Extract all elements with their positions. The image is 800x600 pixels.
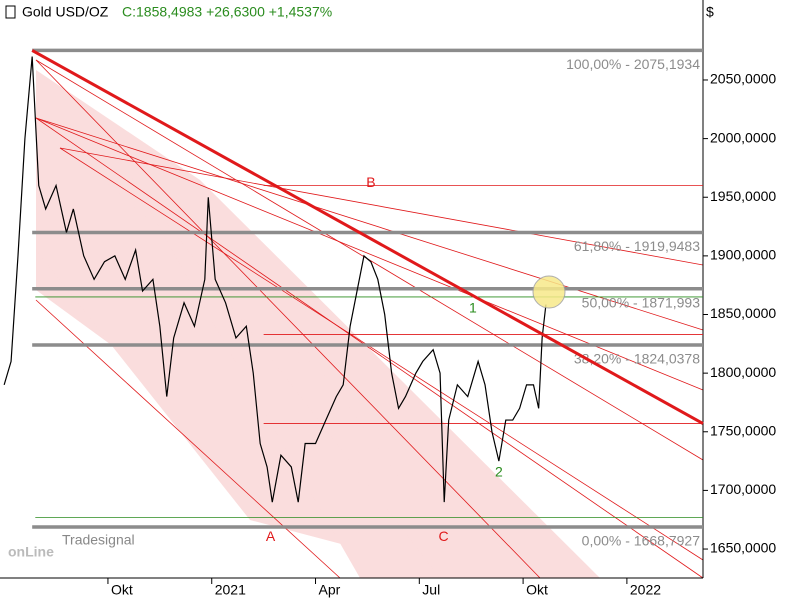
wave-label: A [266, 528, 276, 544]
chart-title: Gold USD/OZ [22, 4, 109, 20]
channel [130, 175, 440, 578]
logo-brand: Tradesignal [62, 532, 135, 548]
wave-label: C [438, 528, 448, 544]
wave-label: B [366, 174, 375, 190]
fan-line [35, 117, 704, 579]
fib-label: 61,80% - 1919,9483 [574, 238, 700, 254]
x-tick-label: Okt [111, 582, 133, 598]
x-tick-label: 2022 [630, 582, 661, 598]
y-tick-label: 2000,0000 [710, 129, 776, 145]
logo-name: onLine [8, 544, 54, 560]
x-tick-label: Apr [319, 582, 341, 598]
currency: $ [706, 4, 714, 20]
y-tick-label: 1700,0000 [710, 481, 776, 497]
chart-subtitle: C:1858,4983 +26,6300 +1,4537% [122, 4, 332, 20]
y-tick-label: 1800,0000 [710, 364, 776, 380]
x-tick-label: 2021 [215, 582, 246, 598]
fib-label: 100,00% - 2075,1934 [566, 56, 700, 72]
wave-label: 1 [469, 299, 477, 315]
symbol-icon [5, 5, 16, 19]
fan-line [59, 147, 704, 561]
channel [36, 120, 470, 578]
y-tick-label: 1750,0000 [710, 422, 776, 438]
fan-line [35, 59, 541, 579]
highlight [532, 275, 566, 309]
fib-label: 38,20% - 1824,0378 [574, 351, 700, 367]
channel [36, 70, 600, 578]
fan-line [35, 117, 704, 331]
shading [36, 70, 600, 578]
trendline [31, 49, 704, 425]
price-line [3, 56, 547, 503]
x-tick-label: Okt [526, 582, 548, 598]
fan-line [59, 147, 704, 266]
x-tick-label: Jul [422, 582, 440, 598]
y-tick-label: 1900,0000 [710, 247, 776, 263]
fib-label: 0,00% - 1668,7927 [582, 533, 701, 549]
y-tick-label: 1850,0000 [710, 305, 776, 321]
y-tick-label: 1950,0000 [710, 188, 776, 204]
fib-label: 50,00% - 1871,993 [582, 294, 701, 310]
y-tick-label: 1650,0000 [710, 540, 776, 556]
y-tick-label: 2050,0000 [710, 71, 776, 87]
wave-label: 2 [495, 464, 503, 480]
